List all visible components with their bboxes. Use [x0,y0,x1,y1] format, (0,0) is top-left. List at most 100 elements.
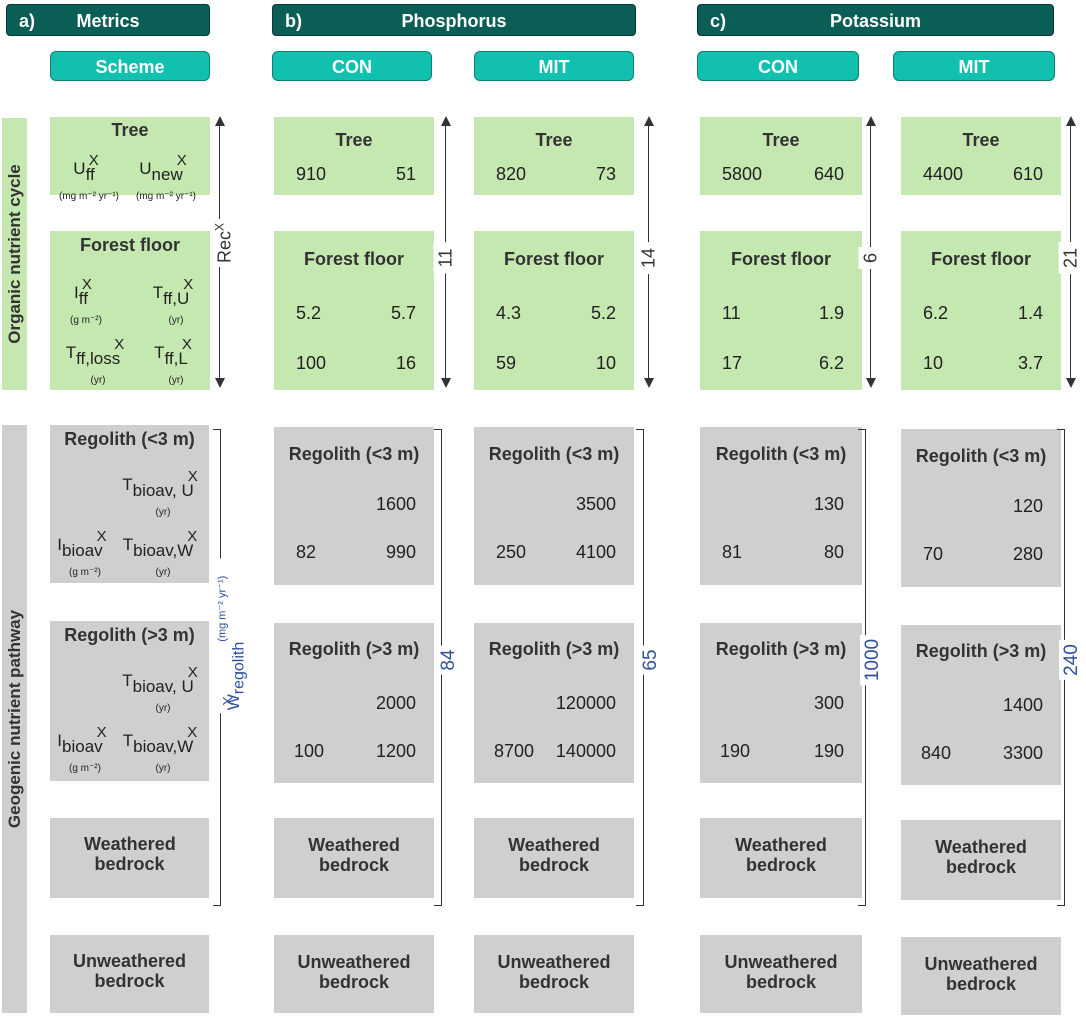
bioav-weathering-time-value: 190 [813,741,844,761]
unweathered-bedrock-box: Unweathered bedrock [474,935,634,1013]
unweathered-bedrock-box: Unweathered bedrock [901,937,1061,1015]
box-title: Weathered bedrock [508,835,600,875]
box-title: Tree [335,130,373,150]
weathering-flux-value: 1000 [860,634,886,686]
regolith-deep-box: Regolith (>3 m) 120000 8700 140000 [474,623,634,783]
phosphorus-header: b) Phosphorus [272,4,636,36]
bioav-uptake-time-value: 1600 [375,494,416,514]
rec-label: RecX [210,218,238,268]
weathering-flux-label: WregolithX (mg m⁻² yr⁻¹) [216,558,249,714]
up-arrowhead [1066,116,1076,126]
weathered-bedrock-box: Weathered bedrock [474,818,634,898]
box-title: Forest floor [79,235,180,255]
up-arrowhead [441,116,451,126]
tree-box: Tree 5800 640 [700,117,862,195]
regolith-deep-box: Regolith (>3 m) 300 190 190 [700,623,862,783]
ff-uptake-time-value: 1.4 [1017,303,1043,323]
tree-new-uptake-value: 610 [1012,164,1043,184]
bioav-uptake-time-symbol: Tbioav, UX (yr) [122,664,198,714]
ff-loss-time-symbol: Tff,lossX (yr) [65,336,125,386]
scheme-weathered-bedrock-box: Weathered bedrock [50,818,209,898]
panel-title: Phosphorus [401,11,507,31]
bracket-cap [434,429,442,430]
ff-stock-value: 5.2 [296,303,322,323]
tree-new-uptake-value: 51 [395,164,416,184]
forest-floor-box: Forest floor 4.3 5.2 59 10 [474,231,634,390]
tree-box: Tree 820 73 [474,117,634,195]
box-title: Unweathered bedrock [724,952,838,992]
scheme-tree-box: Tree UffX (mg m⁻² yr⁻¹) UnewX (mg m⁻² yr… [50,117,210,202]
con-subheader-p: CON [272,51,432,81]
new-uptake-symbol: UnewX (mg m⁻² yr⁻¹) [136,152,196,202]
bioav-uptake-time-value: 3500 [575,494,616,514]
box-title: Unweathered bedrock [497,952,611,992]
panel-title: Metrics [76,11,140,31]
panel-tag: c) [710,11,727,31]
bioav-weathering-time-value: 280 [1012,544,1043,564]
bioav-stock-symbol: IbioavX (g m⁻²) [57,528,107,578]
down-arrowhead [441,378,451,388]
box-title: Weathered bedrock [308,835,400,875]
scheme-forest-floor-box: Forest floor IffX (g m⁻²) Tff,UX (yr) Tf… [50,231,210,390]
bioav-stock-value: 250 [496,542,527,562]
ff-leach-time-value: 10 [595,353,616,373]
weathering-flux-value: 65 [638,645,664,675]
up-arrowhead [215,116,225,126]
box-title: Regolith (<3 m) [64,429,195,449]
unweathered-bedrock-box: Unweathered bedrock [700,935,862,1013]
box-title: Regolith (>3 m) [715,639,847,659]
bioav-weathering-time-value: 3300 [1002,743,1043,763]
box-title: Regolith (>3 m) [64,625,195,645]
tree-new-uptake-value: 640 [813,164,844,184]
regolith-shallow-box: Regolith (<3 m) 120 70 280 [901,429,1061,587]
box-title: Regolith (>3 m) [288,639,420,659]
up-arrowhead [644,116,654,126]
tree-uptake-value: 820 [496,164,527,184]
bioav-stock-value: 81 [722,542,743,562]
bioav-uptake-time-value: 300 [813,693,844,713]
bracket-cap [1057,905,1065,906]
ff-uptake-time-value: 5.2 [590,303,616,323]
box-title: Unweathered bedrock [297,952,411,992]
bioav-weathering-time-value: 140000 [555,741,616,761]
box-title: Regolith (<3 m) [288,444,420,464]
tree-uptake-value: 5800 [722,164,763,184]
bioav-weathering-time-symbol: Tbioav,WX (yr) [122,724,198,774]
organic-cycle-label: Organic nutrient cycle [2,118,27,390]
box-title: Unweathered bedrock [924,954,1038,994]
box-title: Tree [535,130,573,150]
unweathered-bedrock-box: Unweathered bedrock [274,935,434,1013]
ff-loss-time-value: 17 [722,353,743,373]
box-title: Regolith (>3 m) [915,641,1047,661]
bioav-weathering-time-value: 990 [385,542,416,562]
tree-box: Tree 4400 610 [901,117,1061,195]
scheme-regolith-deep-box: Regolith (>3 m) Tbioav, UX (yr) IbioavX … [50,621,209,781]
uptake-symbol: UffX (mg m⁻² yr⁻¹) [59,152,119,202]
tree-uptake-value: 910 [296,164,327,184]
mit-subheader-p: MIT [474,51,634,81]
bioav-stock-value: 100 [294,741,325,761]
down-arrowhead [215,378,225,388]
bioav-stock-value: 82 [296,542,317,562]
bracket-cap [858,905,866,906]
ff-loss-time-value: 10 [923,353,944,373]
weathering-flux-value: 84 [436,645,462,675]
box-title: Forest floor [730,249,831,269]
bioav-uptake-time-value: 2000 [375,693,416,713]
bioav-uptake-time-value: 120 [1012,496,1043,516]
bioav-uptake-time-value: 120000 [555,693,616,713]
weathered-bedrock-box: Weathered bedrock [700,818,862,898]
recycling-value: 6 [858,246,884,270]
box-title: Regolith (<3 m) [915,446,1047,466]
box-title: Weathered bedrock [84,834,176,874]
bioav-weathering-time-value: 80 [823,542,844,562]
ff-stock-value: 6.2 [923,303,949,323]
weathered-bedrock-box: Weathered bedrock [901,820,1061,900]
forest-floor-box: Forest floor 11 1.9 17 6.2 [700,231,862,390]
bioav-stock-symbol: IbioavX (g m⁻²) [57,724,107,774]
bracket-cap [434,905,442,906]
box-title: Tree [111,120,149,140]
box-title: Unweathered bedrock [72,951,187,991]
box-title: Tree [762,130,800,150]
bracket-cap [636,905,644,906]
